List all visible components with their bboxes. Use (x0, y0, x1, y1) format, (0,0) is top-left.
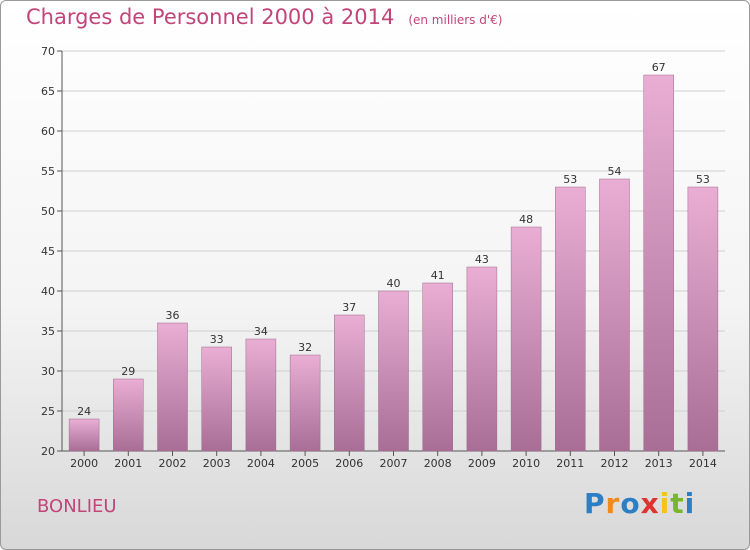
proxiti-logo[interactable]: Proxiti (584, 487, 695, 520)
logo-letter: o (620, 487, 641, 520)
bar-value-label: 41 (431, 269, 445, 282)
logo-letter: x (640, 487, 660, 520)
bar (378, 290, 409, 452)
x-tick-label: 2002 (159, 457, 187, 470)
bar (201, 346, 232, 452)
x-tick-label: 2000 (70, 457, 98, 470)
bar (555, 186, 586, 452)
bar-value-label: 36 (166, 309, 180, 322)
x-tick-label: 2011 (556, 457, 584, 470)
x-tick-label: 2003 (203, 457, 231, 470)
bar (157, 322, 188, 452)
y-tick-label: 55 (41, 165, 55, 178)
bar (599, 178, 630, 452)
bar-value-label: 53 (696, 173, 710, 186)
chart-title-text: Charges de Personnel 2000 à 2014 (26, 5, 395, 29)
y-tick-label: 60 (41, 125, 55, 138)
x-tick-label: 2010 (512, 457, 540, 470)
bar-value-label: 40 (387, 277, 401, 290)
y-tick-label: 30 (41, 365, 55, 378)
y-tick-label: 45 (41, 245, 55, 258)
y-tick-label: 20 (41, 445, 55, 458)
x-tick-label: 2009 (468, 457, 496, 470)
bar (113, 378, 144, 452)
bar (510, 226, 542, 452)
logo-letter: i (684, 487, 696, 520)
logo-letter: r (605, 487, 621, 520)
bar-value-label: 37 (342, 301, 356, 314)
x-tick-label: 2001 (114, 457, 142, 470)
bar (687, 186, 719, 452)
bar-value-label: 33 (210, 333, 224, 346)
bar-value-label: 54 (608, 165, 622, 178)
x-tick-label: 2013 (645, 457, 673, 470)
x-tick-label: 2007 (380, 457, 408, 470)
bar-value-label: 67 (652, 61, 666, 74)
y-tick-label: 65 (41, 85, 55, 98)
y-tick-label: 50 (41, 205, 55, 218)
bar-value-label: 34 (254, 325, 268, 338)
bar (289, 354, 321, 452)
x-tick-label: 2004 (247, 457, 275, 470)
bar (466, 266, 498, 452)
logo-letter: P (584, 487, 606, 520)
bar-value-label: 24 (77, 405, 91, 418)
y-tick-label: 70 (41, 45, 55, 58)
bar-value-label: 48 (519, 213, 533, 226)
x-tick-label: 2012 (601, 457, 629, 470)
chart-title: Charges de Personnel 2000 à 2014 (en mill… (26, 5, 502, 29)
x-tick-label: 2005 (291, 457, 319, 470)
chart-unit-label: (en milliers d'€) (408, 13, 503, 27)
y-tick-label: 35 (41, 325, 55, 338)
bar (68, 418, 100, 452)
bar (334, 314, 365, 452)
bar (643, 74, 674, 452)
logo-letter: i (659, 487, 671, 520)
x-tick-label: 2014 (689, 457, 717, 470)
bar-value-label: 29 (121, 365, 135, 378)
y-tick-label: 40 (41, 285, 55, 298)
bar-value-label: 43 (475, 253, 489, 266)
x-tick-label: 2008 (424, 457, 452, 470)
bar (245, 338, 277, 452)
bar-value-label: 32 (298, 341, 312, 354)
x-tick-label: 2006 (335, 457, 363, 470)
bar-value-label: 53 (563, 173, 577, 186)
y-tick-label: 25 (41, 405, 55, 418)
town-name: BONLIEU (37, 496, 117, 517)
logo-letter: t (670, 487, 685, 520)
bar (422, 282, 453, 452)
